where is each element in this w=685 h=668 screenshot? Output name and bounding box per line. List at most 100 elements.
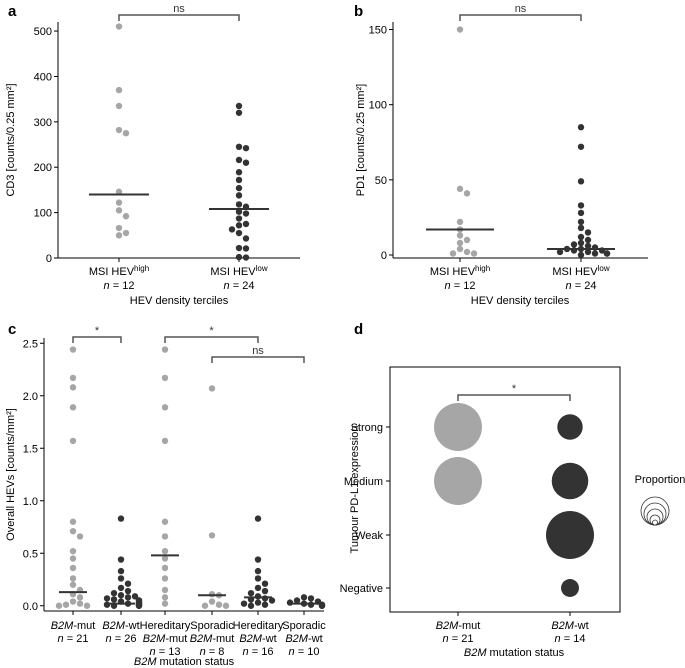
significance-bracket xyxy=(457,394,571,401)
x-category-label: B2M-wt xyxy=(285,633,322,645)
n-value: = 14 xyxy=(561,633,586,645)
data-point xyxy=(463,236,471,244)
gene-status: -wt xyxy=(574,620,589,632)
gene-status: -wt xyxy=(262,633,277,645)
data-point xyxy=(69,404,77,411)
y-tick-label: 0 xyxy=(46,253,52,265)
data-point xyxy=(449,250,457,257)
x-category-label: MSI HEVhigh xyxy=(89,264,149,279)
significance-bracket xyxy=(211,356,305,363)
panel-a: a 0 100 200 300 400 500 CD3 [counts/0.25 mm²] ns… xyxy=(5,3,300,307)
data-point xyxy=(254,575,262,582)
y-tick-label: 50 xyxy=(375,175,387,187)
data-point xyxy=(69,374,77,382)
data-point xyxy=(69,581,77,588)
y-category-label: Strong xyxy=(351,422,383,434)
x-category-n: n = 10 xyxy=(289,646,320,658)
data-point xyxy=(124,587,132,595)
x-category-n: n = 14 xyxy=(555,633,586,645)
data-point xyxy=(69,437,77,445)
data-point xyxy=(242,210,250,217)
data-point xyxy=(117,584,125,592)
n-symbol: n xyxy=(200,646,206,658)
data-point xyxy=(235,169,243,176)
data-point xyxy=(69,564,77,572)
proportion-bubble xyxy=(434,457,482,505)
data-point xyxy=(456,185,464,193)
data-point xyxy=(235,253,243,261)
n-symbol: n xyxy=(224,280,230,292)
proportion-bubble xyxy=(546,511,594,559)
data-point xyxy=(456,239,464,247)
panel-b: b 0 50 100 150 PD1 [counts/0.25 mm²] ns MSI HEV… xyxy=(354,3,648,307)
data-point xyxy=(577,239,585,247)
data-point xyxy=(254,593,262,600)
gene-status: -mut xyxy=(165,633,187,645)
data-point xyxy=(69,555,77,562)
significance-label: * xyxy=(512,383,517,395)
data-point xyxy=(117,556,125,563)
data-point xyxy=(161,437,169,445)
x-axis-label: HEV density terciles xyxy=(130,295,229,307)
data-point xyxy=(122,229,130,237)
data-point xyxy=(235,201,243,208)
y-category-label: Negative xyxy=(340,583,383,595)
y-tick-label: 0.0 xyxy=(23,601,38,613)
x-category-superscript: low xyxy=(256,264,268,273)
data-point xyxy=(161,586,169,594)
x-category-prefix: Sporadic xyxy=(282,620,326,632)
data-point xyxy=(235,176,243,184)
n-symbol: n xyxy=(445,280,451,292)
x-category-label: MSI HEVlow xyxy=(210,264,267,279)
gene-status: -wt xyxy=(125,620,140,632)
data-point xyxy=(161,600,169,607)
data-point xyxy=(242,235,250,242)
y-axis-label: CD3 [counts/0.25 mm²] xyxy=(5,83,17,196)
data-point xyxy=(300,594,308,601)
n-symbol: n xyxy=(566,280,572,292)
plot-frame xyxy=(389,366,621,613)
data-point xyxy=(242,254,250,261)
data-point xyxy=(228,226,236,233)
x-category-prefix: Hereditary xyxy=(140,620,191,632)
significance-bracket xyxy=(72,336,122,343)
data-point xyxy=(122,213,130,220)
data-point xyxy=(161,547,169,555)
legend-size-circle xyxy=(646,508,664,526)
data-point xyxy=(222,602,230,609)
panel-c: c 0.0 0.5 1.0 1.5 2.0 2.5 Overall HEVs [counts/… xyxy=(5,321,326,668)
data-point xyxy=(124,594,132,601)
data-point xyxy=(117,515,125,522)
x-category-prefix: Hereditary xyxy=(233,620,284,632)
data-point xyxy=(577,202,585,209)
x-category-label: B2M-mut xyxy=(51,620,96,632)
y-tick-label: 100 xyxy=(369,100,387,112)
gene-name: B2M xyxy=(102,620,125,632)
data-point xyxy=(103,595,111,602)
data-point xyxy=(69,528,77,535)
n-value: = 26 xyxy=(112,633,137,645)
data-point xyxy=(69,384,77,391)
data-point xyxy=(307,601,315,608)
data-point xyxy=(235,244,243,252)
data-point xyxy=(69,598,77,605)
data-point xyxy=(584,242,592,250)
data-point xyxy=(62,601,70,608)
data-point xyxy=(456,218,464,226)
x-category-n: n = 21 xyxy=(58,633,89,645)
y-tick-label: 150 xyxy=(369,25,387,37)
legend-title: Proportion xyxy=(635,474,685,486)
y-tick-label: 200 xyxy=(34,162,52,174)
data-point xyxy=(115,23,123,30)
n-value: = 10 xyxy=(295,646,320,658)
data-point xyxy=(131,593,139,600)
n-value: = 24 xyxy=(230,280,255,292)
data-point xyxy=(584,248,592,256)
x-category-label: B2M-wt xyxy=(102,620,139,632)
y-tick-label: 2.5 xyxy=(23,338,38,350)
data-point xyxy=(247,589,255,597)
data-point xyxy=(254,567,262,575)
x-category-label: B2M-wt xyxy=(551,620,588,632)
data-point xyxy=(161,404,169,411)
